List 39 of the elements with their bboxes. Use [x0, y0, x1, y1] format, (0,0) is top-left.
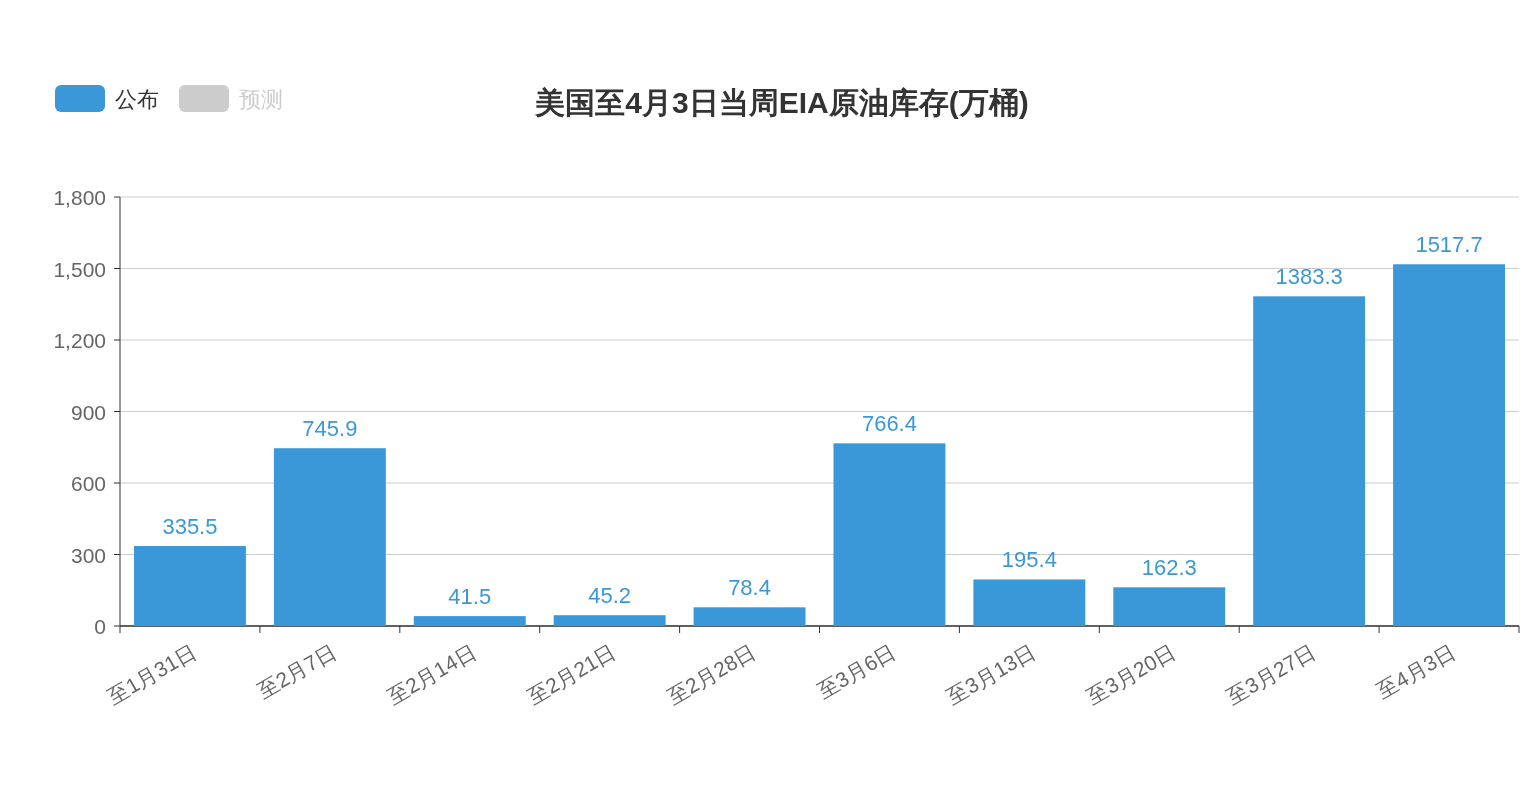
data-label: 41.5 [448, 584, 492, 610]
x-tick-label: 至2月7日 [253, 639, 340, 703]
data-label: 162.3 [1141, 555, 1197, 581]
bar [133, 546, 246, 626]
y-tick-label: 900 [70, 400, 106, 424]
data-label: 745.9 [302, 416, 358, 442]
x-tick-label: 至2月21日 [523, 639, 620, 709]
data-label: 45.2 [588, 583, 632, 609]
data-label: 78.4 [728, 575, 771, 601]
x-tick-label: 至3月27日 [1222, 639, 1320, 709]
x-tick-label: 至3月20日 [1082, 639, 1180, 709]
data-label: 335.5 [162, 514, 218, 540]
bar [833, 443, 946, 626]
y-tick-label: 1,200 [53, 329, 106, 352]
data-label: 195.4 [1001, 547, 1057, 573]
y-tick-label: 600 [70, 472, 106, 495]
bar [1113, 587, 1226, 626]
x-tick-label: 至1月31日 [103, 639, 200, 709]
legend-label: 公布 [115, 87, 159, 112]
x-tick-label: 至4月3日 [1372, 639, 1460, 703]
x-tick-label: 至3月13日 [942, 639, 1040, 709]
data-label: 1517.7 [1415, 232, 1483, 258]
chart-title: 美国至4月3日当周EIA原油库存(万桶) [534, 86, 1029, 119]
x-tick-label: 至2月28日 [663, 639, 760, 709]
data-label: 1383.3 [1275, 264, 1343, 290]
bar [273, 448, 386, 626]
bar [693, 607, 806, 626]
x-tick-label: 至3月6日 [813, 639, 900, 703]
bar [973, 579, 1086, 626]
data-label: 766.4 [861, 411, 917, 437]
bar [1393, 264, 1506, 626]
bar [553, 615, 666, 626]
bar [1253, 296, 1366, 626]
y-tick-label: 300 [70, 543, 106, 567]
x-tick-label: 至2月14日 [383, 639, 480, 709]
y-tick-label: 1,800 [53, 186, 106, 209]
y-tick-label: 1,500 [53, 257, 106, 281]
bar [413, 616, 526, 626]
y-tick-label: 0 [94, 615, 106, 638]
